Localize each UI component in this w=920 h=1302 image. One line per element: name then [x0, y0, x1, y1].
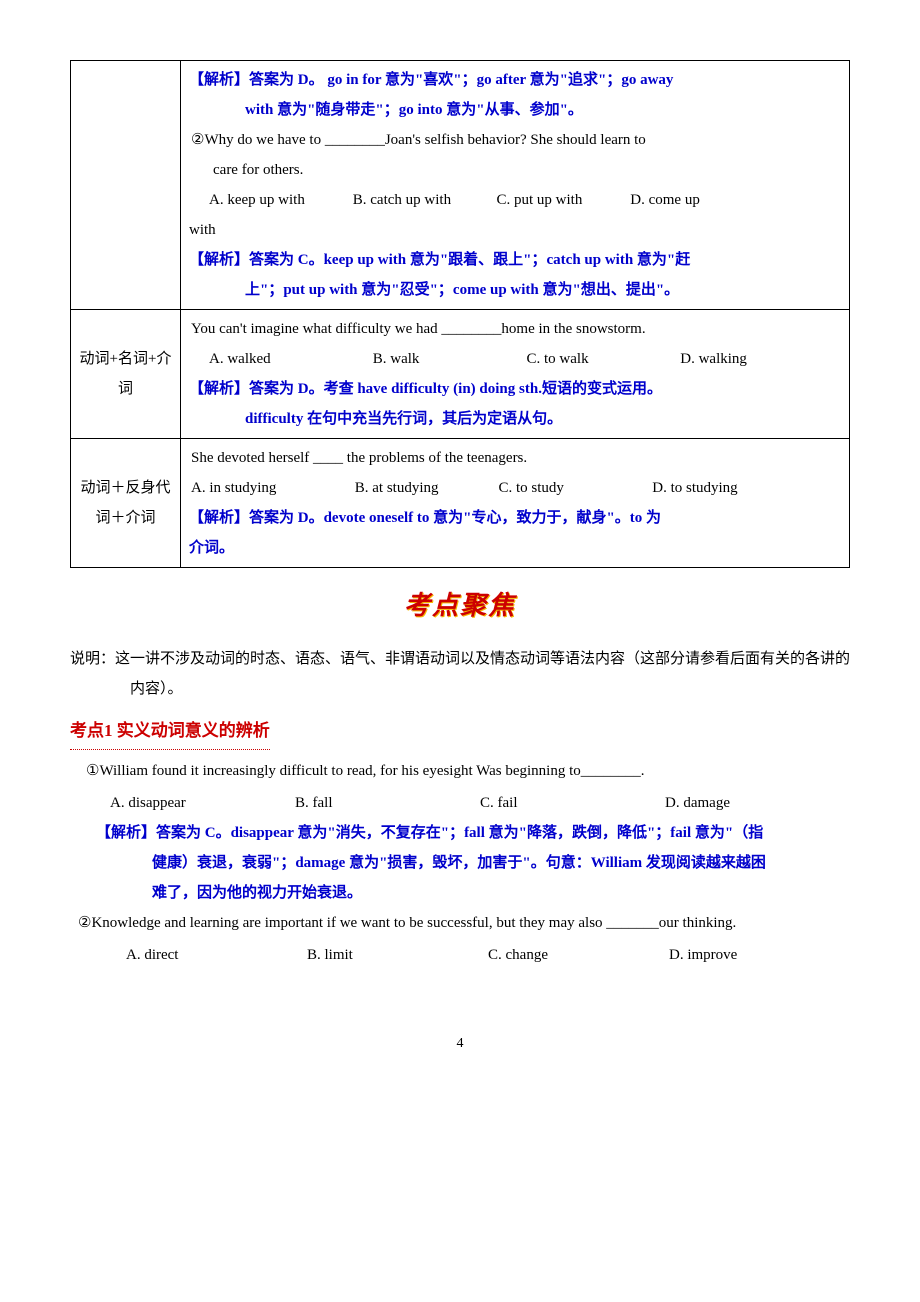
row2-optC: C. to walk	[527, 344, 677, 374]
row2-analysis: 【解析】答案为 D。考查 have difficulty (in) doing …	[189, 374, 841, 404]
row3-optA: A. in studying	[191, 473, 351, 503]
kaodian1-q2: ②Knowledge and learning are important if…	[70, 908, 850, 938]
row1-q2b: care for others.	[189, 155, 841, 185]
row1-optB: B. catch up with	[353, 185, 493, 215]
page-number: 4	[70, 1030, 850, 1058]
q1-analysis2: 健康）衰退，衰弱"；damage 意为"损害，毁坏，加害于"。句意：Willia…	[70, 848, 850, 878]
section-title: 考点聚焦	[70, 580, 850, 632]
row2-optB: B. walk	[373, 344, 523, 374]
kaodian1-q1: ①William found it increasingly difficult…	[70, 756, 850, 786]
row2-analysis2: difficulty 在句中充当先行词，其后为定语从句。	[189, 404, 841, 434]
row2-options: A. walked B. walk C. to walk D. walking	[189, 344, 841, 374]
q1-optB: B. fall	[295, 788, 480, 818]
grammar-table: 【解析】答案为 D。 go in for 意为"喜欢"；go after 意为"…	[70, 60, 850, 568]
row1-q2: ②Why do we have to ________Joan's selfis…	[189, 125, 841, 155]
q2-optB: B. limit	[307, 940, 488, 970]
row1-options: A. keep up with B. catch up with C. put …	[189, 185, 841, 215]
row3-q: She devoted herself ____ the problems of…	[189, 443, 841, 473]
row2-content: You can't imagine what difficulty we had…	[181, 310, 850, 439]
q1-optC: C. fail	[480, 788, 665, 818]
row3-optD: D. to studying	[652, 473, 737, 503]
section-title-text: 考点聚焦	[404, 591, 516, 620]
row1-optA: A. keep up with	[209, 185, 349, 215]
row3-options: A. in studying B. at studying C. to stud…	[189, 473, 841, 503]
q1-analysis3: 难了，因为他的视力开始衰退。	[70, 878, 850, 908]
q1-optA: A. disappear	[110, 788, 295, 818]
row1-label	[71, 61, 181, 310]
q2-optC: C. change	[488, 940, 669, 970]
row3-optB: B. at studying	[355, 473, 495, 503]
kaodian1-q1-options: A. disappear B. fall C. fail D. damage	[70, 788, 850, 818]
row1-optC: C. put up with	[497, 185, 627, 215]
row3-optC: C. to study	[499, 473, 649, 503]
row2-label: 动词+名词+介词	[71, 310, 181, 439]
row1-optD: D. come up	[630, 185, 700, 215]
q1-optD: D. damage	[665, 788, 850, 818]
row1-content: 【解析】答案为 D。 go in for 意为"喜欢"；go after 意为"…	[181, 61, 850, 310]
row1-analysis1b: with 意为"随身带走"；go into 意为"从事、参加"。	[189, 95, 841, 125]
row2-optA: A. walked	[209, 344, 369, 374]
row3-label: 动词＋反身代词＋介词	[71, 439, 181, 568]
row2-optD: D. walking	[680, 344, 747, 374]
row3-analysis2: 介词。	[189, 533, 841, 563]
q1-analysis1: 【解析】答案为 C。disappear 意为"消失，不复存在"；fall 意为"…	[70, 818, 850, 848]
row3-analysis: 【解析】答案为 D。devote oneself to 意为"专心，致力于，献身…	[189, 503, 841, 533]
row1-analysis2: 【解析】答案为 C。keep up with 意为"跟着、跟上"；catch u…	[189, 245, 841, 275]
q2-optD: D. improve	[669, 940, 850, 970]
row2-q: You can't imagine what difficulty we had…	[189, 314, 841, 344]
kaodian1-title: 考点1 实义动词意义的辨析	[70, 714, 850, 756]
row1-analysis1: 【解析】答案为 D。 go in for 意为"喜欢"；go after 意为"…	[189, 65, 841, 95]
kaodian1-q2-options: A. direct B. limit C. change D. improve	[70, 940, 850, 970]
row1-analysis2b: 上"；put up with 意为"忍受"；come up with 意为"想出…	[189, 275, 841, 305]
q2-optA: A. direct	[126, 940, 307, 970]
row1-optD2: with	[189, 215, 841, 245]
row3-content: She devoted herself ____ the problems of…	[181, 439, 850, 568]
explanation-note: 说明：这一讲不涉及动词的时态、语态、语气、非谓语动词以及情态动词等语法内容（这部…	[130, 644, 850, 704]
